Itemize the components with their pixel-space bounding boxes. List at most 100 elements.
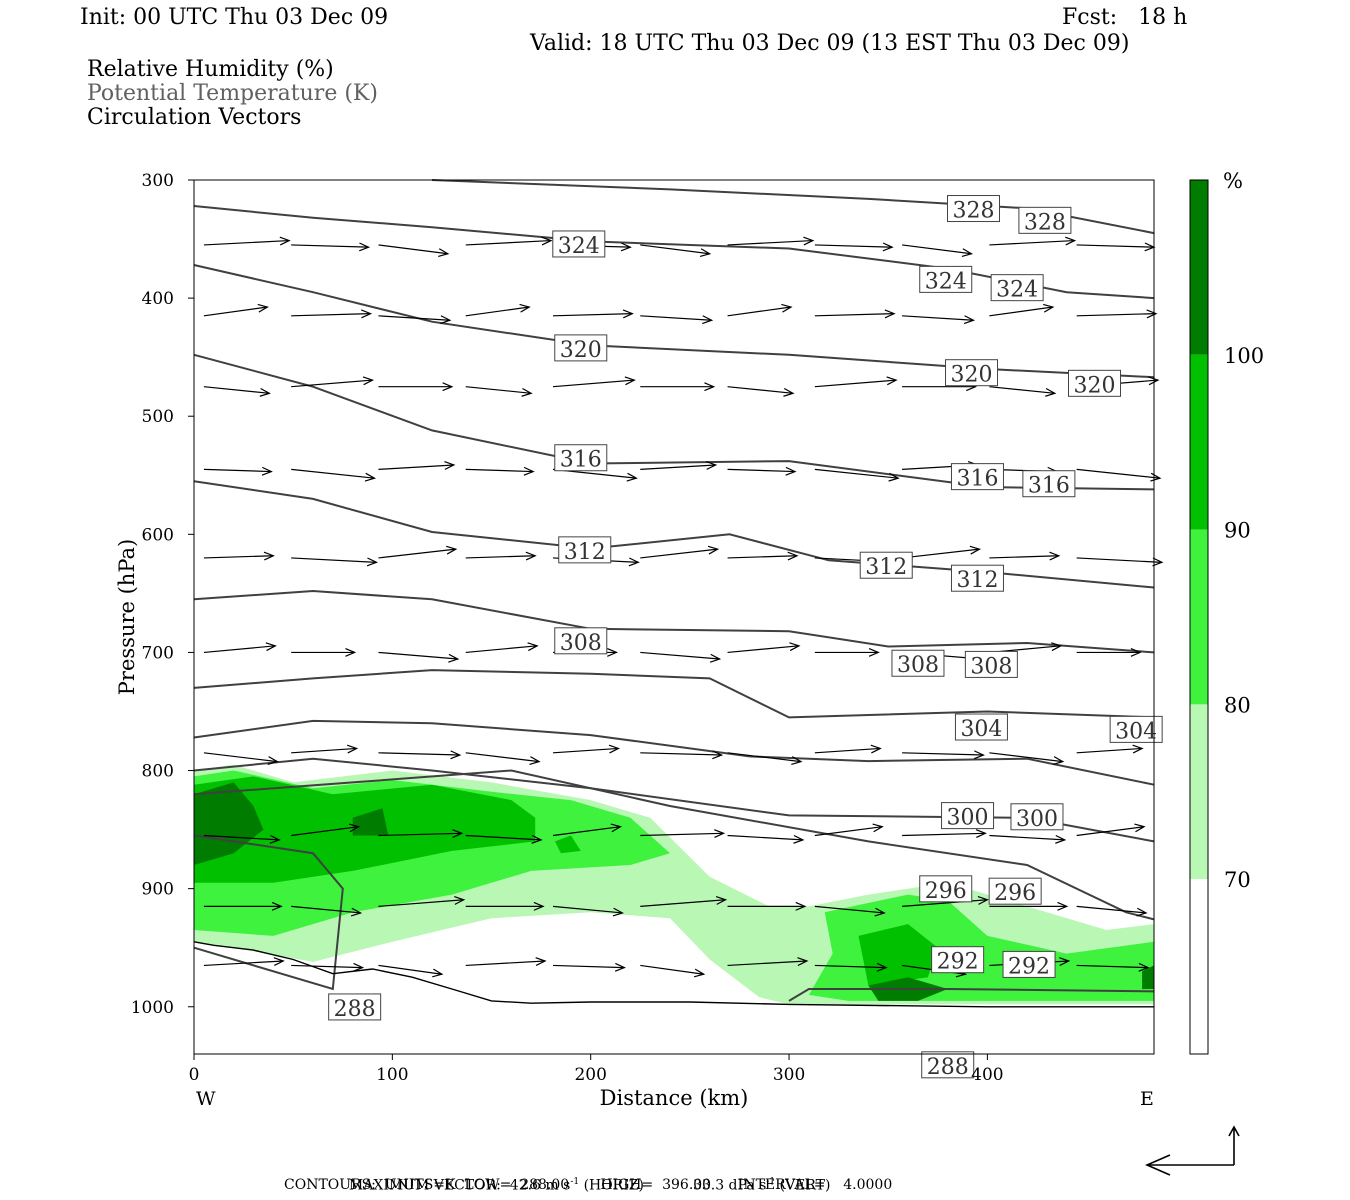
contour-label-box xyxy=(919,265,973,293)
contour-label: 324 xyxy=(996,278,1038,303)
vector-arrowhead xyxy=(624,376,636,386)
vector-arrowhead xyxy=(973,750,985,760)
vector-arrow xyxy=(203,752,278,763)
vector-arrowhead xyxy=(969,545,981,555)
terrain-line xyxy=(193,941,1154,1008)
vector-arrow xyxy=(291,905,361,914)
vector-arrowhead xyxy=(353,962,365,972)
x-tick-label: 200 xyxy=(574,1065,606,1085)
contours-info: CONTOURS: UNITS=K LOW= 288.00 HIGH= 396.… xyxy=(284,1177,893,1193)
reference-vector xyxy=(1144,1125,1240,1176)
vector-arrowhead xyxy=(1136,907,1148,917)
vector-arrow xyxy=(552,905,623,914)
vector-arrowhead xyxy=(442,382,454,392)
vector-arrow xyxy=(465,960,546,967)
vector-arrowhead xyxy=(446,545,458,555)
vector-arrowhead xyxy=(886,376,898,386)
y-tick-label: 1000 xyxy=(131,998,174,1018)
vector-arrowhead xyxy=(1146,309,1158,319)
vector-arrow xyxy=(378,244,448,255)
vector-arrow xyxy=(378,548,456,559)
vector-arrowhead xyxy=(527,642,539,652)
vector-arrow xyxy=(727,834,803,841)
vector-arrowhead xyxy=(620,242,632,252)
contour-label-box xyxy=(941,802,995,830)
vector-arrow xyxy=(814,905,885,914)
max-vector-label: MAXIMUM VECTOR: xyxy=(348,1177,501,1194)
vector-arrowhead xyxy=(715,896,728,905)
contour-label-box xyxy=(859,551,913,579)
theta-contour-288 xyxy=(788,988,1155,1002)
vector-arrowhead xyxy=(271,901,283,911)
vector-arrow xyxy=(640,752,722,756)
vector-arrow xyxy=(291,964,363,969)
vector-arrow xyxy=(814,826,883,837)
vector-arrow xyxy=(727,468,796,473)
vector-arrowhead xyxy=(350,907,363,917)
vector-arrowhead xyxy=(870,744,882,754)
vector-arrowhead xyxy=(259,387,271,397)
vector-arrow xyxy=(640,244,710,255)
vector-arrowhead xyxy=(523,466,535,476)
y-axis-label: Pressure (hPa) xyxy=(115,539,139,695)
vector-arrow xyxy=(989,834,1065,841)
vector-arrowhead xyxy=(359,242,371,252)
vector-arrow xyxy=(1076,964,1149,969)
x-axis-label: Distance (km) xyxy=(600,1086,749,1110)
vector-arrowhead xyxy=(888,472,900,482)
max-horiz-tag: (HORIZ) xyxy=(579,1177,644,1194)
field-rh: Relative Humidity (%) xyxy=(87,57,334,82)
contour-label: 320 xyxy=(951,363,993,388)
x-tick-label: 400 xyxy=(971,1065,1003,1085)
vector-arrowhead xyxy=(628,557,640,567)
colorbar-swatch xyxy=(1190,704,1208,880)
vector-arrow xyxy=(465,645,538,654)
vector-arrowhead xyxy=(797,957,809,966)
contour-label: 316 xyxy=(560,448,602,473)
vector-arrow xyxy=(465,239,552,246)
vector-arrowhead xyxy=(1134,823,1146,833)
vector-arrowhead xyxy=(610,823,622,833)
vector-arrowhead xyxy=(362,376,375,386)
y-tick-label: 300 xyxy=(142,171,174,191)
vector-arrowhead xyxy=(454,896,466,905)
vector-arrow xyxy=(203,834,280,841)
vector-arrow xyxy=(291,557,377,563)
axes: 300 400 500 600 700 800 900 1000 0 100 200 300 400 Di… xyxy=(115,171,1154,1110)
vector-arrowhead xyxy=(872,823,884,833)
vector-arrowhead xyxy=(519,303,531,313)
max-vector-line: MAXIMUM VECTOR: 42.6 m s-1 (HORIZ) 33.3 … xyxy=(340,1158,831,1194)
vector-arrow xyxy=(727,960,807,967)
vector-arrow xyxy=(203,555,274,559)
colorbar-level-label: 70 xyxy=(1224,868,1251,892)
y-tick-label: 400 xyxy=(142,289,174,309)
vector-arrow xyxy=(902,899,988,907)
vector-arrowhead xyxy=(803,236,815,246)
vector-arrowhead xyxy=(1130,647,1142,657)
contour-label-box xyxy=(954,713,1008,741)
contour-label-box xyxy=(1002,950,1056,978)
vector-arrowhead xyxy=(1057,901,1069,911)
contour-label: 316 xyxy=(1028,474,1070,499)
vector-arrow xyxy=(1076,468,1161,479)
contour-label: 288 xyxy=(334,997,376,1022)
vector-arrowhead xyxy=(622,309,634,319)
rh-region-9 xyxy=(1142,965,1154,989)
contour-label-box xyxy=(328,993,382,1021)
vector-arrow xyxy=(727,386,794,394)
contour-label: 300 xyxy=(1016,807,1058,832)
vector-arrow xyxy=(203,468,272,473)
vector-arrowhead xyxy=(1152,557,1164,567)
max-horiz-exp: -1 xyxy=(570,1177,580,1187)
vector-arrowhead xyxy=(789,642,801,652)
vector-arrow xyxy=(814,964,887,969)
vector-arrowhead xyxy=(521,387,533,397)
vector-arrow xyxy=(640,548,718,559)
colorbar-swatch xyxy=(1190,879,1208,1054)
contour-label: 320 xyxy=(560,338,602,363)
vector-arrowhead xyxy=(529,756,541,765)
vector-arrowhead xyxy=(432,968,444,978)
contour-label: 316 xyxy=(956,467,998,492)
vector-arrowhead xyxy=(533,901,545,911)
contour-label-box xyxy=(554,627,608,655)
